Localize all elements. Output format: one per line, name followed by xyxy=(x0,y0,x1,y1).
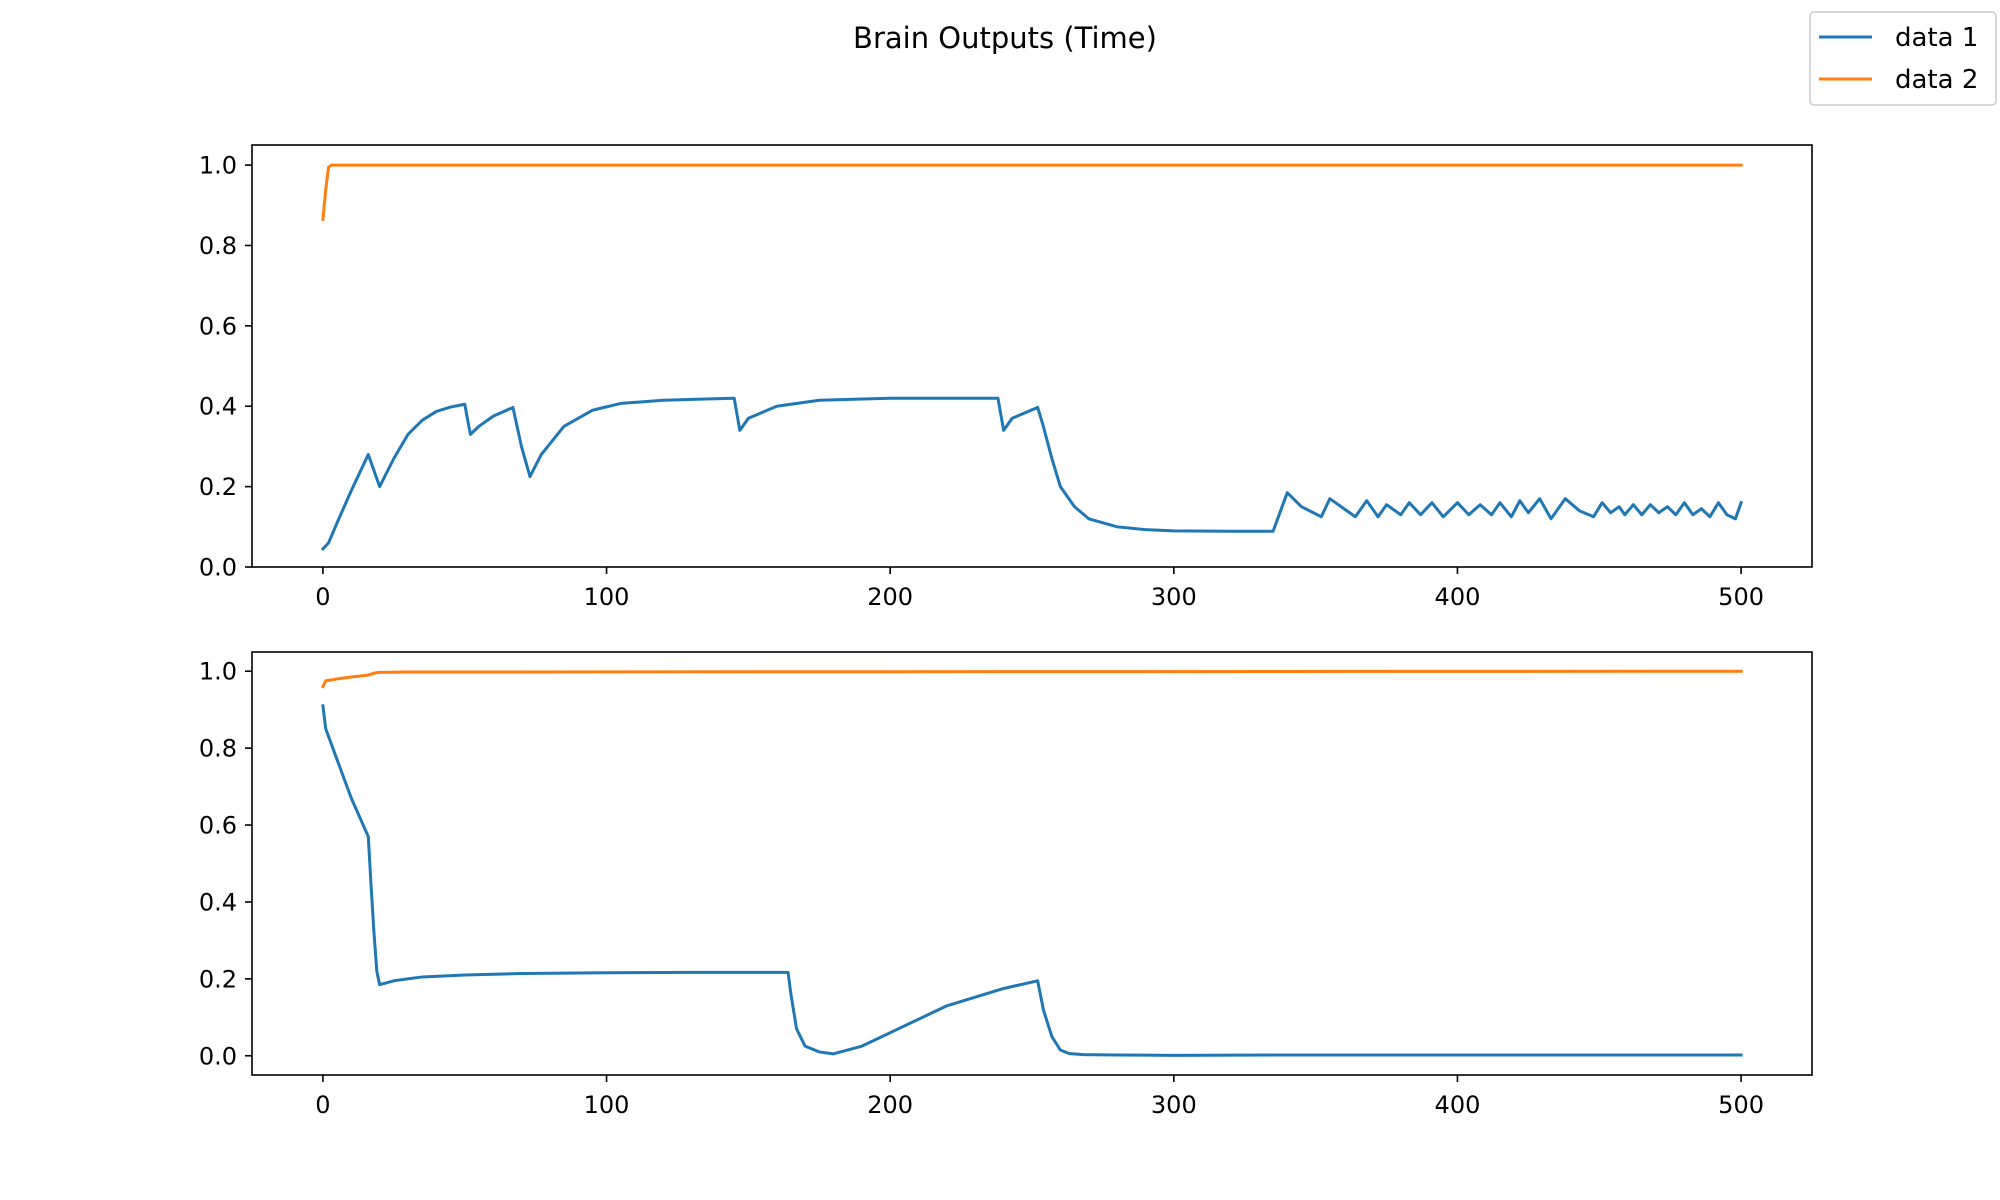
x-tick-label: 400 xyxy=(1435,1091,1481,1119)
y-tick-label: 0.4 xyxy=(199,888,237,916)
y-tick-label: 0.6 xyxy=(199,812,237,840)
x-tick-label: 0 xyxy=(315,1091,330,1119)
series-line-data-1 xyxy=(320,396,1744,552)
plot-area xyxy=(252,145,1812,567)
x-tick-label: 100 xyxy=(584,1091,630,1119)
y-tick-label: 0.8 xyxy=(199,232,237,260)
x-tick-label: 400 xyxy=(1435,583,1481,611)
y-tick-label: 0.2 xyxy=(199,473,237,501)
x-tick-label: 500 xyxy=(1718,583,1764,611)
y-tick-label: 0.4 xyxy=(199,393,237,421)
top-subplot: 0 100 200 300 400 500 0.0 0.2 0.4 0.6 0.8 1.0 xyxy=(199,144,1813,611)
series-line-data-2 xyxy=(321,163,1743,221)
legend-frame xyxy=(1809,11,1997,106)
y-tick-label: 1.0 xyxy=(199,152,237,180)
x-tick-label: 0 xyxy=(315,583,330,611)
figure-title: Brain Outputs (Time) xyxy=(853,21,1157,55)
y-tick-label: 0.6 xyxy=(199,312,237,340)
plot-area xyxy=(252,652,1812,1075)
y-tick-label: 0.0 xyxy=(199,554,237,582)
x-tick-label: 200 xyxy=(867,1091,913,1119)
axes-frame xyxy=(251,651,1813,1076)
x-tick-label: 200 xyxy=(867,583,913,611)
series-line-data-1 xyxy=(321,704,1743,1057)
x-tick-label: 500 xyxy=(1718,1091,1764,1119)
legend-label-data-1: data 1 xyxy=(1895,23,1978,53)
series-line-data-2 xyxy=(320,669,1743,689)
y-tick-label: 1.0 xyxy=(199,658,237,686)
bottom-subplot: 0 100 200 300 400 500 0.0 0.2 0.4 0.6 0.8 1.0 xyxy=(199,651,1813,1119)
legend-label-data-2: data 2 xyxy=(1895,65,1978,95)
x-tick-label: 300 xyxy=(1151,1091,1197,1119)
legend: data 1 data 2 xyxy=(1809,11,1997,106)
axes-frame xyxy=(251,144,1813,568)
x-tick-label: 300 xyxy=(1151,583,1197,611)
x-tick-label: 100 xyxy=(584,583,630,611)
y-tick-label: 0.8 xyxy=(199,735,237,763)
y-tick-label: 0.0 xyxy=(199,1042,237,1070)
y-tick-label: 0.2 xyxy=(199,965,237,993)
